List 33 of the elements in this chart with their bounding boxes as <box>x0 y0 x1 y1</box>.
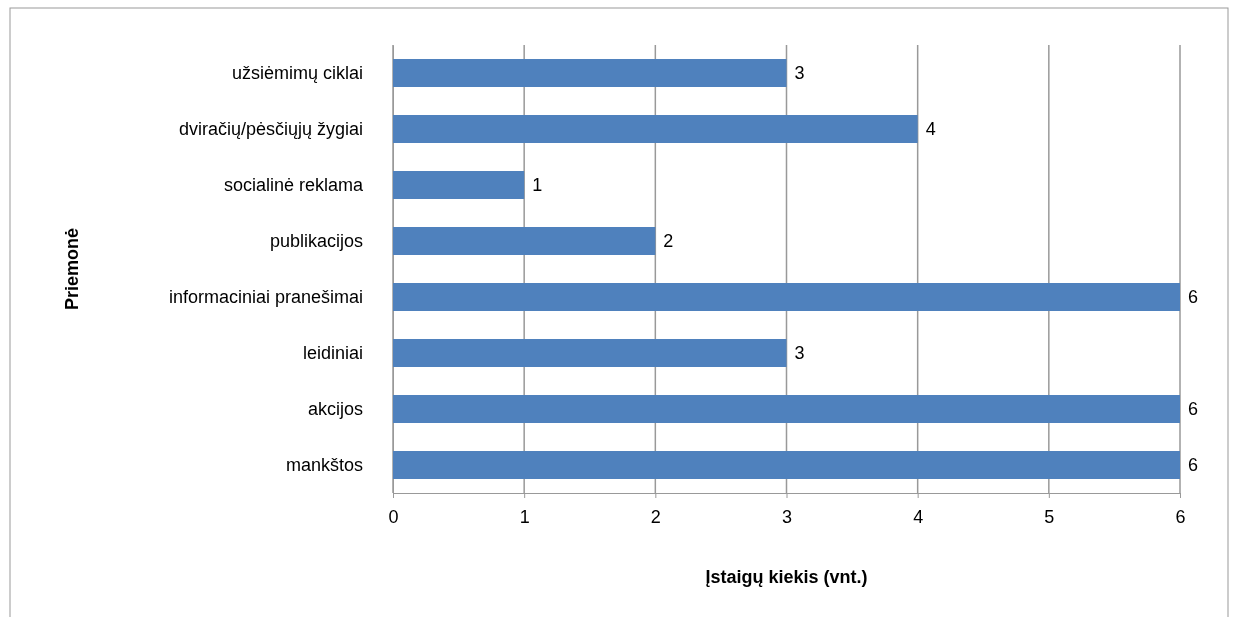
data-label: 6 <box>1188 399 1199 420</box>
bar <box>393 227 656 255</box>
x-tick-label: 3 <box>781 506 793 527</box>
x-axis-title: Įstaigų kiekis (vnt.) <box>705 567 868 587</box>
data-label: 2 <box>663 231 674 252</box>
y-tick-label: užsiėmimų ciklai <box>231 62 363 83</box>
x-tick-label: 4 <box>913 506 924 527</box>
y-tick-label: akcijos <box>307 398 363 419</box>
x-tick-label: 5 <box>1044 506 1055 527</box>
data-label: 3 <box>794 343 805 364</box>
data-label: 1 <box>532 175 543 196</box>
y-tick-label: mankštos <box>285 454 363 475</box>
bar <box>393 451 1180 479</box>
bar <box>393 283 1180 311</box>
data-label: 6 <box>1188 287 1199 308</box>
y-tick-label: informaciniai pranešimai <box>168 286 363 307</box>
y-tick-label: publikacijos <box>269 230 363 251</box>
x-tick-label: 0 <box>388 506 399 527</box>
y-tick-label: dviračių/pėsčiųjų žygiai <box>178 118 363 139</box>
bar <box>393 59 787 87</box>
bar <box>393 171 525 199</box>
y-axis-title: Priemonė <box>62 227 82 311</box>
x-tick-label: 2 <box>650 506 661 527</box>
data-label: 4 <box>925 119 936 140</box>
data-label: 3 <box>794 63 805 84</box>
x-tick-label: 6 <box>1175 506 1186 527</box>
x-tick-label: 1 <box>519 506 530 527</box>
bar <box>393 339 787 367</box>
bar <box>393 115 918 143</box>
y-tick-label: socialinė reklama <box>223 174 364 195</box>
data-label: 6 <box>1188 455 1199 476</box>
y-tick-label: leidiniai <box>302 342 363 363</box>
bar <box>393 395 1180 423</box>
